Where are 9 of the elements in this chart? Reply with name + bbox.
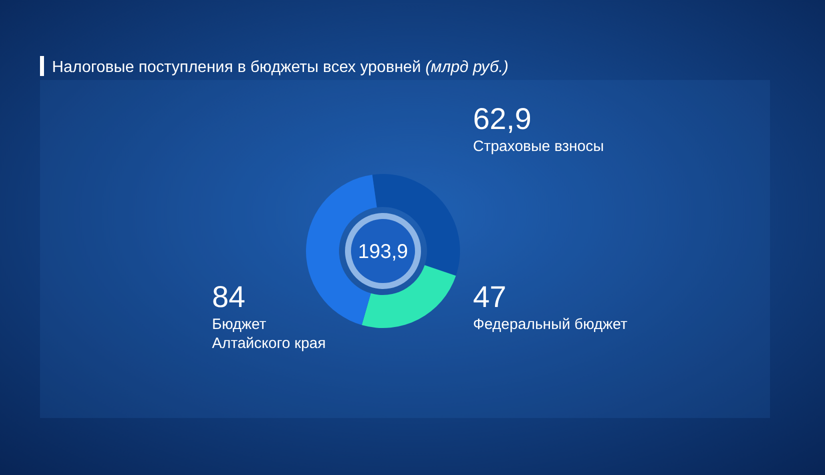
slice-label: Федеральный бюджет bbox=[473, 316, 628, 333]
data-label: 47 bbox=[473, 281, 506, 314]
chart-title: Налоговые поступления в бюджеты всех уровней (млрд руб.) bbox=[52, 59, 508, 76]
donut-slice bbox=[362, 265, 456, 328]
data-label: 84 bbox=[212, 281, 246, 314]
text: 193,9 bbox=[358, 241, 408, 263]
slice-label: Страховые взносы bbox=[473, 138, 604, 155]
data-label: 62,9 bbox=[473, 103, 532, 136]
slice-label: Бюджет Алтайского края bbox=[212, 316, 326, 352]
